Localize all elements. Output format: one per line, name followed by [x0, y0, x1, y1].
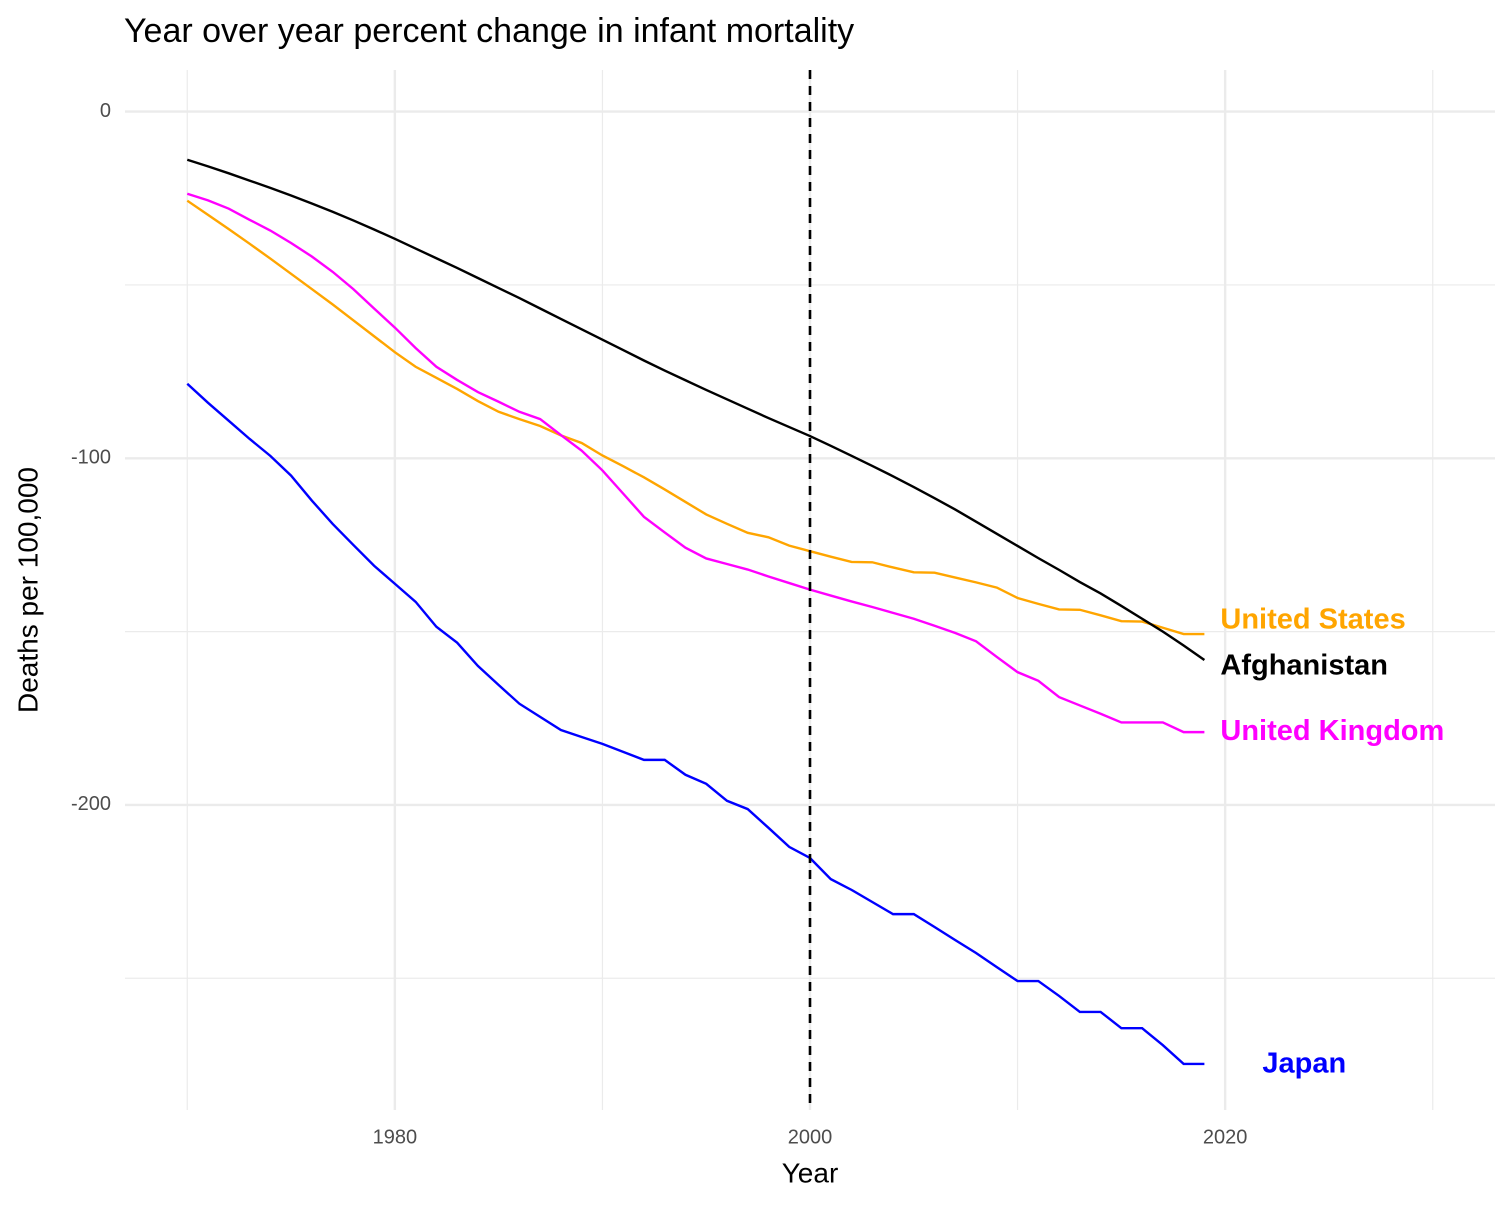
- x-axis-title: Year: [782, 1157, 839, 1188]
- series-line: [186, 382, 1205, 1066]
- y-axis-title: Deaths per 100,000: [12, 467, 43, 713]
- x-tick-label: 2000: [788, 1126, 833, 1148]
- y-tick-label: -200: [71, 793, 111, 815]
- x-tick-label: 1980: [373, 1126, 418, 1148]
- series-label: United Kingdom: [1220, 715, 1444, 747]
- series-label: Japan: [1262, 1048, 1346, 1080]
- y-tick-label: -100: [71, 447, 111, 469]
- series-label: United States: [1220, 604, 1405, 636]
- series-line: [186, 199, 1205, 636]
- series-line: [186, 192, 1205, 734]
- chart-title: Year over year percent change in infant …: [124, 12, 854, 50]
- series-line: [186, 158, 1206, 662]
- series-label: Afghanistan: [1220, 650, 1388, 682]
- x-tick-label: 2020: [1203, 1126, 1248, 1148]
- y-tick-label: 0: [100, 100, 111, 122]
